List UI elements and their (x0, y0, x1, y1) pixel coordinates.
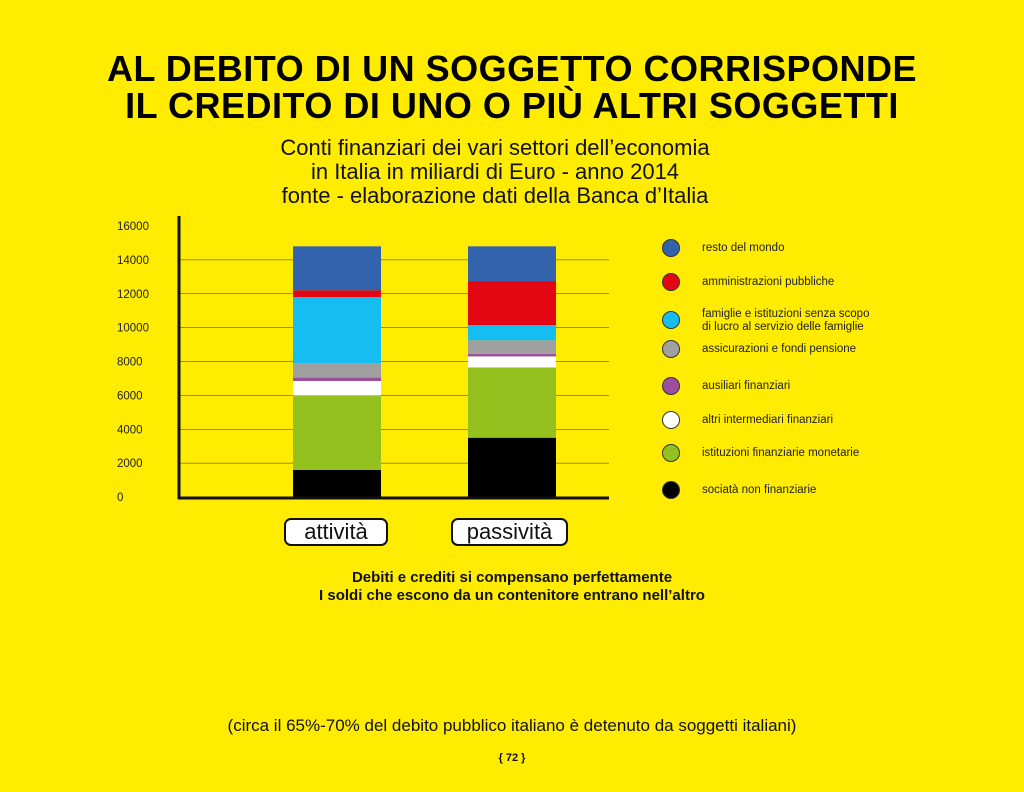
y-tick-label: 8000 (117, 357, 143, 369)
caption-line-2: I soldi che escono da un contenitore ent… (319, 587, 705, 604)
subtitle-line-1: Conti finanziari dei vari settori dell’e… (280, 135, 710, 160)
y-tick-label: 4000 (117, 424, 143, 436)
legend-swatch (662, 311, 680, 329)
subtitle-line-3: fonte - elaborazione dati della Banca d’… (281, 183, 709, 208)
bar-segment (468, 367, 556, 438)
y-tick-label: 2000 (117, 458, 143, 470)
y-tick-label: 16000 (117, 221, 149, 233)
chart-caption: Debiti e crediti si compensano perfettam… (0, 569, 1024, 605)
bar-segment (293, 377, 381, 381)
y-tick-label: 14000 (117, 255, 149, 267)
bar-segment (468, 353, 556, 357)
bar-segment (468, 340, 556, 354)
page-title: AL DEBITO DI UN SOGGETTO CORRISPONDE IL … (0, 50, 1024, 124)
y-tick-label: 10000 (117, 323, 149, 335)
bar-segment (293, 469, 381, 497)
subtitle-line-2: in Italia in miliardi di Euro - anno 201… (310, 159, 680, 184)
legend-label: di lucro al servizio delle famiglie (702, 321, 864, 333)
bar-segment (468, 281, 556, 326)
legend-label: ausiliari finanziari (702, 380, 791, 392)
page-number: { 72 } (498, 752, 526, 764)
bar-segment (293, 297, 381, 364)
legend-label: assicurazioni e fondi pensione (702, 343, 857, 355)
bar-segment (293, 363, 381, 378)
legend-label: amministrazioni pubbliche (702, 276, 835, 288)
legend-swatch (662, 411, 680, 429)
bar-segment (468, 325, 556, 341)
bar-segment (293, 246, 381, 291)
bar-segment (293, 380, 381, 396)
bar-segment (293, 290, 381, 298)
stacked-bar-chart: 0 2000 4000 6000 8000 10000 12000 14000 16000 (117, 216, 609, 504)
caption-line-1: Debiti e crediti si compensano perfettam… (351, 569, 673, 586)
y-tick-label: 6000 (117, 390, 143, 402)
footnote: (circa il 65%-70% del debito pubblico it… (227, 716, 797, 735)
bar-segment (468, 437, 556, 497)
legend-label: famiglie e istituzioni senza scopo (702, 308, 870, 320)
y-tick-label: 12000 (117, 289, 149, 301)
legend-swatch (662, 273, 680, 291)
legend-swatch (662, 340, 680, 358)
title-line-2: IL CREDITO DI UNO O PIÙ ALTRI SOGGETTI (125, 85, 899, 126)
legend-label: istituzioni finanziarie monetarie (702, 447, 860, 459)
legend-swatch (662, 239, 680, 257)
chart-subtitle: Conti finanziari dei vari settori dell’e… (0, 136, 990, 208)
legend-swatch (662, 377, 680, 395)
legend-label: resto del mondo (702, 242, 785, 254)
bar-segment (468, 246, 556, 282)
title-line-1: AL DEBITO DI UN SOGGETTO CORRISPONDE (106, 48, 918, 89)
y-tick-label: 0 (117, 492, 123, 504)
bar-segment (293, 395, 381, 470)
legend-label: sociatà non finanziarie (702, 484, 817, 496)
legend-swatch (662, 444, 680, 462)
legend-swatch (662, 481, 680, 499)
category-label-passivita: passività (451, 518, 568, 546)
bar-segment (468, 356, 556, 368)
category-label-attivita: attività (284, 518, 388, 546)
legend-label: altri intermediari finanziari (702, 414, 834, 426)
